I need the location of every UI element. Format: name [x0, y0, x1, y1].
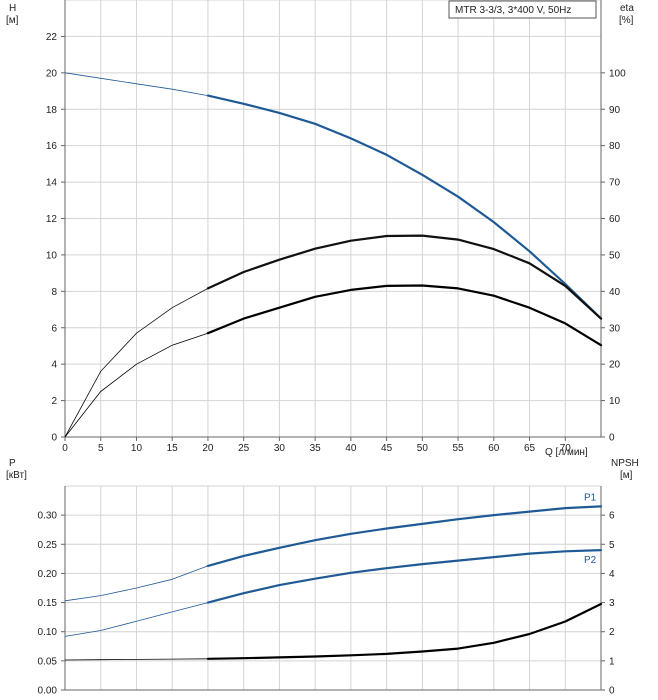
y-right-tick-label-bottom: 4 [609, 569, 615, 580]
series-label-p2: P2 [584, 555, 597, 566]
y-right-tick-label-top: 10 [609, 396, 621, 407]
y-right-tick-label-top: 90 [609, 105, 621, 116]
x-tick-label: 40 [345, 443, 357, 454]
series-bottom-2-thick [206, 602, 603, 660]
y-left-tick-label-bottom: 0.30 [38, 511, 58, 522]
y-left-tick-label-bottom: 0.25 [38, 540, 58, 551]
y-left-label-top-line1: H [9, 3, 16, 14]
upper-panel: 0246810121416182022010203040506070809010… [46, 0, 626, 454]
series-top-1-thin [64, 288, 209, 438]
y-left-tick-label-bottom: 0.10 [38, 627, 58, 638]
legend-box: MTR 3-3/3, 3*400 V, 50Hz [448, 0, 597, 19]
series-top-2-thin [64, 332, 209, 438]
x-tick-label: 60 [488, 443, 500, 454]
series-top-2-thick [206, 284, 603, 347]
y-left-tick-label-top: 2 [51, 396, 57, 407]
y-left-tick-label-top: 8 [51, 287, 57, 298]
x-tick-label: 0 [62, 443, 68, 454]
y-right-tick-label-top: 60 [609, 214, 621, 225]
y-left-tick-label-top: 10 [46, 250, 58, 261]
x-tick-label: 20 [202, 443, 214, 454]
x-tick-label: 10 [131, 443, 143, 454]
y-right-tick-label-top: 20 [609, 360, 621, 371]
y-right-label-bottom-line1: NPSH [611, 458, 639, 469]
series-bottom-0-thick [206, 505, 603, 567]
y-left-tick-label-bottom: 0.20 [38, 569, 58, 580]
lower-panel: 0.00 0.05 0.10 0.15 0.20 0.25 0.30 0 1 2 3 4 5 6 P1 P2 [38, 485, 615, 697]
series-top-1-thick [206, 234, 603, 320]
y-left-label-bottom-line2: [кВт] [6, 470, 27, 481]
y-left-tick-label-bottom: 0.15 [38, 598, 58, 609]
y-left-tick-label-top: 16 [46, 141, 58, 152]
x-tick-label: 30 [274, 443, 286, 454]
y-left-label-top-line2: [м] [6, 15, 19, 26]
y-right-tick-label-bottom: 6 [609, 511, 615, 522]
series-bottom-1-thin [64, 602, 209, 637]
y-right-tick-label-top: 40 [609, 287, 621, 298]
y-right-tick-label-bottom: 3 [609, 598, 615, 609]
legend-text: MTR 3-3/3, 3*400 V, 50Hz [455, 5, 571, 16]
y-right-tick-label-bottom: 2 [609, 627, 615, 638]
x-axis-label: Q [л/мин] [545, 447, 588, 458]
y-right-tick-label-top: 0 [609, 433, 615, 444]
y-right-tick-label-bottom: 1 [609, 656, 615, 667]
y-right-tick-label-top: 70 [609, 178, 621, 189]
y-left-tick-label-top: 12 [46, 214, 58, 225]
x-tick-label: 15 [167, 443, 179, 454]
y-right-tick-label-bottom: 5 [609, 540, 615, 551]
axis-titles: H [м] eta [%] Q [л/мин] P [кВт] NPSH [м] [6, 3, 639, 481]
y-right-label-top-line2: [%] [619, 15, 634, 26]
y-right-tick-label-top: 50 [609, 250, 621, 261]
y-left-tick-label-top: 20 [46, 68, 58, 79]
series-bottom-2-thin [64, 658, 208, 661]
y-left-label-bottom-line1: P [9, 458, 16, 469]
y-left-tick-label-bottom: 0.05 [38, 656, 58, 667]
y-left-tick-label-bottom: 0.00 [38, 686, 58, 697]
y-left-tick-label-top: 0 [51, 433, 57, 444]
x-tick-label: 50 [417, 443, 429, 454]
series-bottom-1-thick [206, 549, 603, 604]
y-right-tick-label-top: 30 [609, 323, 621, 334]
y-left-tick-label-top: 18 [46, 105, 58, 116]
x-tick-label: 70 [560, 443, 572, 454]
y-left-tick-label-top: 14 [46, 178, 58, 189]
y-right-tick-label-bottom: 0 [609, 686, 615, 697]
x-tick-label: 25 [238, 443, 250, 454]
series-top-0-thin [64, 72, 208, 96]
series-label-p1: P1 [584, 492, 597, 503]
x-tick-label: 45 [381, 443, 393, 454]
y-right-tick-label-top: 80 [609, 141, 621, 152]
y-left-tick-label-top: 6 [51, 323, 57, 334]
series-top-0-thick [206, 94, 603, 320]
y-right-tick-label-top: 100 [609, 68, 626, 79]
y-right-label-bottom-line2: [м] [620, 470, 633, 481]
series-bottom-0-thin [64, 565, 209, 602]
x-tick-label: 35 [310, 443, 322, 454]
x-tick-label: 55 [453, 443, 465, 454]
x-tick-label: 65 [524, 443, 536, 454]
y-right-label-top-line1: eta [620, 3, 634, 14]
x-tick-label: 5 [98, 443, 104, 454]
y-left-tick-label-top: 4 [51, 360, 57, 371]
y-left-tick-label-top: 22 [46, 32, 58, 43]
